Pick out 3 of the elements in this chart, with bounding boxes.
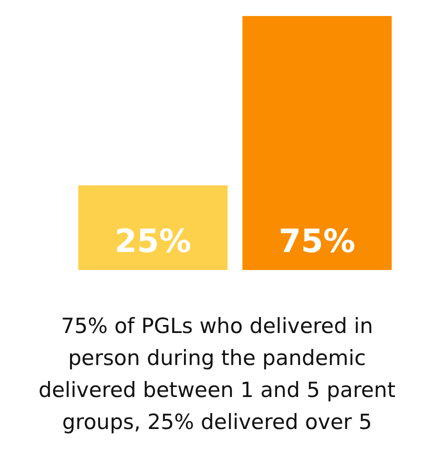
text: 75% of PGLs who delivered in person during the pandemic delivered between 1 and 5 parent groups, 25% delivered over 5: [38, 314, 396, 434]
data-label: 25%: [114, 222, 192, 260]
data-label: 75%: [278, 222, 356, 260]
